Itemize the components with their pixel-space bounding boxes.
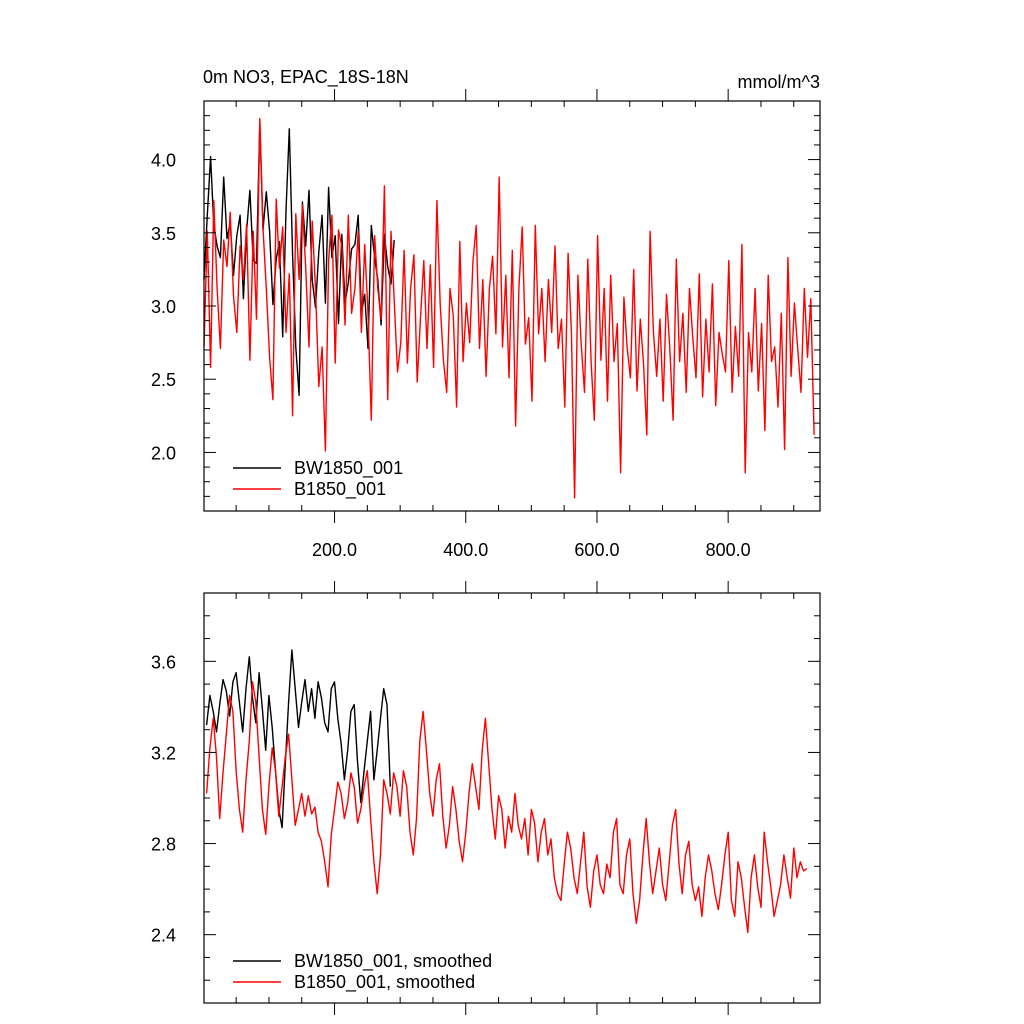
top-legend-label-bw1850: BW1850_001 (294, 458, 403, 479)
bottom-series-line-b1850-001-smoothed (205, 681, 808, 934)
bottom-legend-label-bw1850: BW1850_001, smoothed (294, 951, 492, 972)
top-panel: 0m NO3, EPAC_18S-18N mmol/m^3 200.0 400.0… (151, 67, 821, 560)
bottom-y-tick-label: 2.4 (151, 926, 176, 946)
top-x-tick-label: 400.0 (443, 540, 488, 560)
bottom-panel-marks (205, 649, 808, 934)
bottom-panel-legend: BW1850_001, smoothed B1850_001, smoothed (233, 951, 492, 993)
bottom-y-tick-label: 3.2 (151, 743, 176, 763)
top-panel-marks (203, 117, 815, 499)
top-y-tick-label: 3.0 (151, 297, 176, 317)
top-y-tick-label: 3.5 (151, 224, 176, 244)
top-y-tick-label: 2.0 (151, 443, 176, 463)
top-y-tick-label: 4.0 (151, 151, 176, 171)
top-panel-units-label: mmol/m^3 (738, 72, 820, 92)
bottom-y-tick-label: 2.8 (151, 835, 176, 855)
bottom-legend-label-b1850: B1850_001, smoothed (294, 972, 475, 993)
top-series-line-b1850-001 (203, 117, 815, 499)
top-legend-label-b1850: B1850_001 (294, 479, 386, 500)
top-panel-legend: BW1850_001 B1850_001 (233, 458, 403, 500)
bottom-panel-ticks: 2.4 2.8 3.2 3.6 (151, 581, 820, 1015)
top-x-tick-label: 800.0 (706, 540, 751, 560)
top-panel-ticks: 200.0 400.0 600.0 800.0 2.0 2.5 3.0 3.5 4.0 (151, 89, 820, 560)
bottom-panel: 2.4 2.8 3.2 3.6 BW1850_001, smoothed B1850_… (151, 581, 821, 1015)
top-x-tick-label: 600.0 (574, 540, 619, 560)
top-y-tick-label: 2.5 (151, 370, 176, 390)
top-panel-title: 0m NO3, EPAC_18S-18N (203, 67, 409, 88)
top-x-tick-label: 200.0 (312, 540, 357, 560)
bottom-series-line-bw1850-001-smoothed (205, 649, 391, 829)
bottom-y-tick-label: 3.6 (151, 652, 176, 672)
